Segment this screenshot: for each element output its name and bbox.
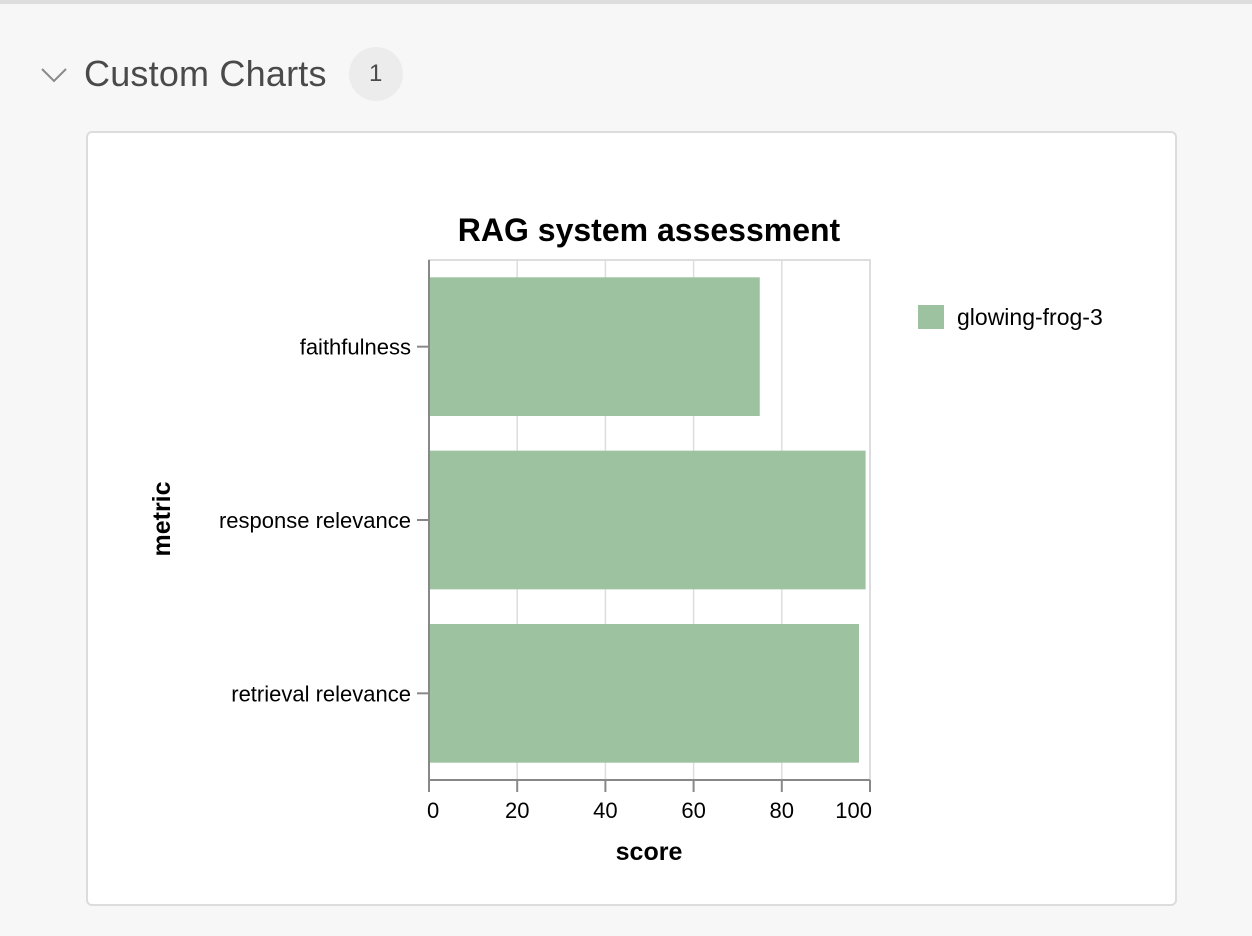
bar[interactable] xyxy=(429,277,760,416)
legend: glowing-frog-3 xyxy=(918,304,1103,330)
x-tick-label: 20 xyxy=(505,798,529,823)
bar[interactable] xyxy=(429,624,859,763)
y-tick-label: response relevance xyxy=(219,508,411,533)
y-axis-label: metric xyxy=(148,481,176,556)
bar[interactable] xyxy=(429,450,866,590)
x-tick-label: 60 xyxy=(681,798,705,823)
chevron-down-icon[interactable] xyxy=(38,58,70,90)
x-axis-label: score xyxy=(616,838,683,866)
chevron-down-icon-svg xyxy=(41,68,67,83)
axes-layer: faithfulness response relevance retrieval … xyxy=(219,260,872,823)
chart-panel: RAG system assessment faithfulness respon… xyxy=(86,131,1177,906)
x-tick-label: 100 xyxy=(835,798,872,823)
x-tick-label: 40 xyxy=(593,798,617,823)
legend-swatch xyxy=(918,305,944,329)
y-tick-label: retrieval relevance xyxy=(231,681,411,706)
chart-title: RAG system assessment xyxy=(458,212,841,248)
y-tick-label: faithfulness xyxy=(300,335,411,360)
section-title[interactable]: Custom Charts xyxy=(84,53,327,94)
section-header: Custom Charts 1 xyxy=(38,47,403,101)
legend-label: glowing-frog-3 xyxy=(957,304,1103,330)
x-tick-label: 80 xyxy=(770,798,794,823)
count-badge: 1 xyxy=(348,47,403,101)
x-tick-label: 0 xyxy=(427,798,439,823)
bars-layer xyxy=(429,277,866,763)
top-divider xyxy=(0,0,1252,4)
chart-svg: RAG system assessment faithfulness respon… xyxy=(148,212,1103,866)
